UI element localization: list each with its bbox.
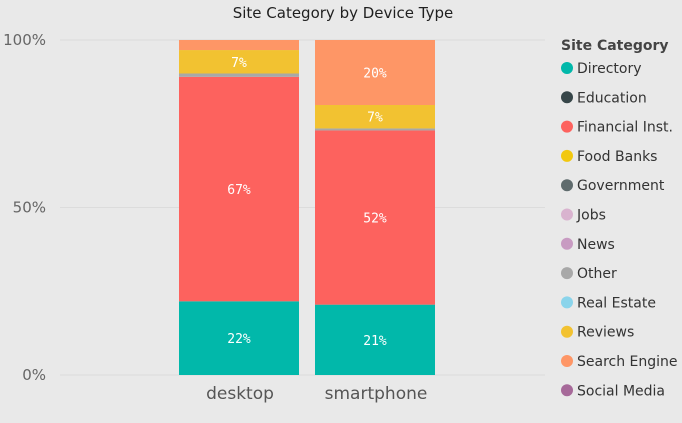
data-label: 21% — [363, 334, 387, 349]
gridlines — [60, 39, 545, 376]
bar-segment — [179, 40, 299, 51]
legend-marker — [561, 120, 573, 133]
y-axis: 0% 50% 100% — [3, 31, 46, 384]
legend-marker — [561, 208, 573, 221]
bar-segment — [179, 73, 299, 77]
x-axis: desktop smartphone — [206, 384, 427, 404]
legend-marker — [561, 325, 573, 338]
legend-item-label: Financial Inst. — [577, 120, 673, 136]
legend-marker — [561, 267, 573, 280]
legend-marker — [561, 62, 573, 74]
legend-title: Site Category — [561, 38, 669, 54]
legend-marker — [561, 296, 573, 309]
x-tick-label: desktop — [206, 384, 274, 404]
data-label: 20% — [363, 66, 387, 81]
legend-marker — [561, 355, 573, 367]
bar-segment — [179, 50, 299, 74]
data-label: 67% — [227, 183, 251, 198]
legend-item-label: Jobs — [576, 208, 606, 224]
bar-segment — [315, 304, 435, 375]
data-label: 7% — [231, 56, 247, 71]
legend: Site Category Directory Education Financia… — [561, 38, 678, 399]
legend-item-label: News — [577, 237, 615, 253]
legend-item-label: Food Banks — [577, 149, 657, 165]
bar-segment — [179, 76, 299, 302]
legend-item-label: Reviews — [577, 325, 634, 341]
legend-marker — [561, 384, 573, 397]
bar-segment — [179, 301, 299, 375]
chart-title: Site Category by Device Type — [233, 4, 454, 22]
data-label: 52% — [363, 212, 387, 227]
bars: 22% 67% 7% 21% 52% 7% 20% — [179, 40, 435, 375]
legend-item-label: Real Estate — [577, 295, 656, 311]
legend-marker — [561, 91, 573, 104]
x-tick-label: smartphone — [325, 384, 428, 404]
bar-segment — [315, 40, 435, 105]
legend-item-label: Social Media — [577, 383, 665, 399]
legend-item-label: Other — [577, 266, 617, 282]
y-tick-label: 100% — [3, 31, 46, 49]
legend-marker — [561, 179, 573, 192]
data-label: 22% — [227, 332, 251, 347]
legend-item-label: Government — [577, 178, 665, 194]
bar-segment — [315, 128, 435, 131]
legend-item-label: Search Engine — [577, 354, 678, 370]
data-label: 7% — [367, 111, 383, 126]
legend-marker — [561, 149, 573, 162]
bar-segment — [315, 130, 435, 305]
y-tick-label: 50% — [13, 199, 46, 217]
legend-marker — [561, 237, 573, 250]
bar-segment — [315, 104, 435, 129]
legend-item-label: Directory — [577, 61, 642, 77]
y-tick-label: 0% — [22, 366, 46, 384]
legend-item-label: Education — [577, 90, 647, 106]
